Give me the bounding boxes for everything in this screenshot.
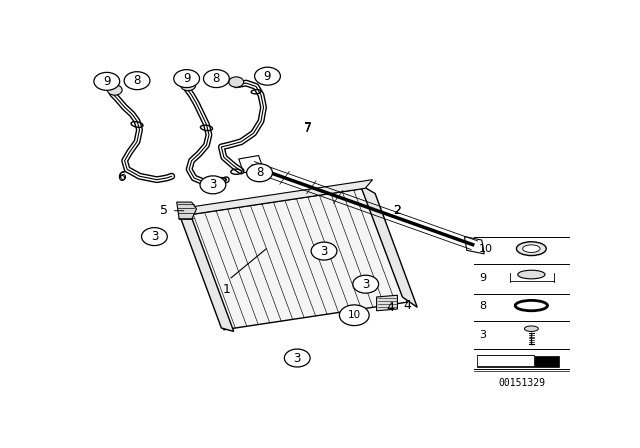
- Text: 6: 6: [116, 172, 125, 185]
- Circle shape: [173, 69, 200, 87]
- Circle shape: [311, 242, 337, 260]
- Polygon shape: [179, 214, 234, 332]
- Text: 5: 5: [160, 204, 168, 217]
- Text: 9: 9: [183, 72, 190, 85]
- Circle shape: [229, 77, 244, 87]
- Text: 10: 10: [348, 310, 361, 320]
- Text: 9: 9: [103, 75, 111, 88]
- Circle shape: [200, 176, 226, 194]
- Text: 8: 8: [133, 74, 141, 87]
- Text: 4: 4: [386, 301, 394, 314]
- Polygon shape: [177, 202, 196, 220]
- Text: 3: 3: [321, 245, 328, 258]
- Polygon shape: [376, 295, 397, 311]
- Polygon shape: [477, 355, 534, 366]
- Text: 10: 10: [479, 244, 493, 254]
- Text: 4: 4: [403, 299, 412, 312]
- Circle shape: [108, 85, 122, 95]
- Text: 8: 8: [212, 72, 220, 85]
- Text: 9: 9: [264, 70, 271, 83]
- Ellipse shape: [524, 326, 538, 332]
- Circle shape: [141, 228, 167, 246]
- Circle shape: [353, 275, 379, 293]
- Polygon shape: [182, 180, 372, 216]
- Circle shape: [204, 69, 229, 87]
- Polygon shape: [182, 188, 408, 330]
- Text: 00151329: 00151329: [498, 378, 545, 388]
- Text: 3: 3: [209, 178, 216, 191]
- Text: 3: 3: [150, 230, 158, 243]
- Text: 2: 2: [394, 204, 401, 217]
- Text: 3: 3: [362, 278, 369, 291]
- Polygon shape: [360, 185, 417, 307]
- Text: 6: 6: [118, 170, 126, 183]
- Text: 8: 8: [479, 301, 486, 310]
- Text: 8: 8: [256, 166, 263, 179]
- Polygon shape: [477, 356, 559, 367]
- Circle shape: [124, 72, 150, 90]
- Text: 9: 9: [479, 273, 486, 283]
- Ellipse shape: [518, 270, 545, 279]
- Ellipse shape: [523, 245, 540, 253]
- Text: 7: 7: [304, 121, 312, 134]
- Text: 7: 7: [304, 122, 312, 135]
- Ellipse shape: [516, 242, 547, 255]
- Circle shape: [284, 349, 310, 367]
- Circle shape: [255, 67, 280, 85]
- Circle shape: [180, 80, 196, 90]
- Circle shape: [246, 164, 273, 182]
- Text: 1: 1: [222, 283, 230, 296]
- Text: 2: 2: [394, 204, 401, 217]
- Text: 3: 3: [479, 330, 486, 340]
- Circle shape: [339, 305, 369, 326]
- Circle shape: [94, 73, 120, 90]
- Text: 3: 3: [294, 352, 301, 365]
